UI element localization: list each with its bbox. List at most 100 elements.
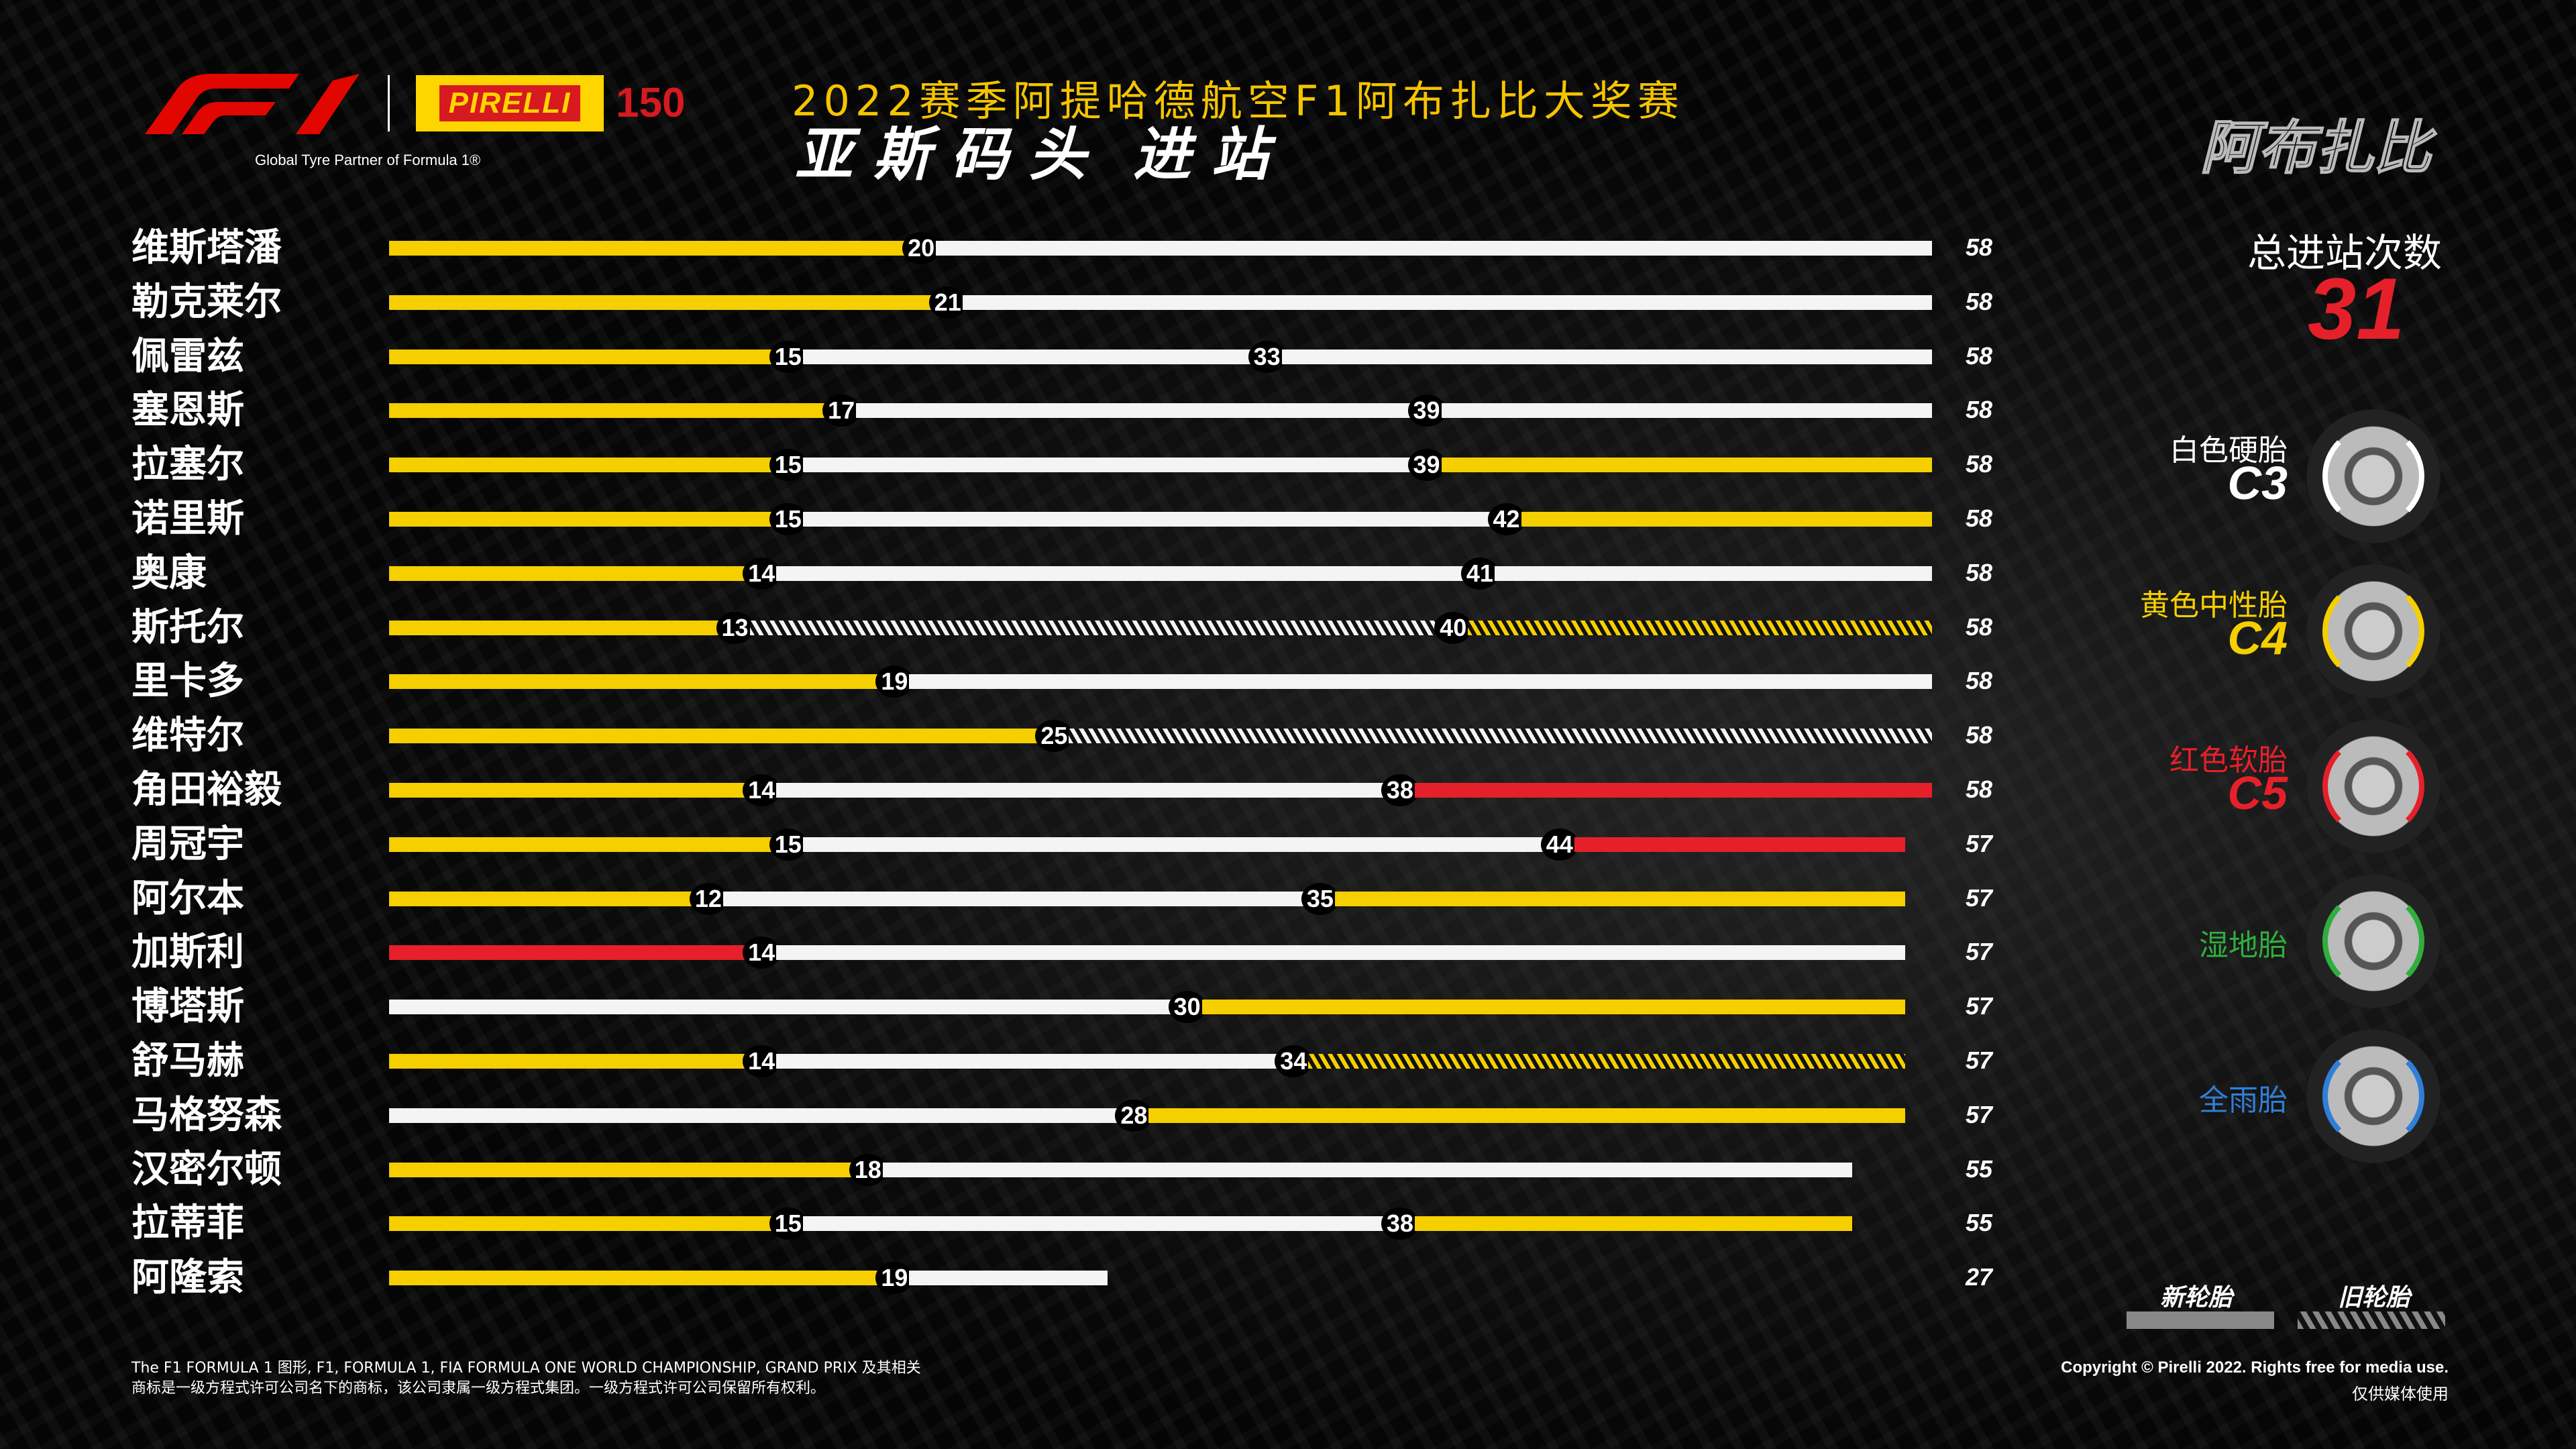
- stint-bar: [1414, 783, 1932, 798]
- pit-lap-label: 14: [743, 936, 781, 969]
- pit-lap-label: 25: [1035, 720, 1073, 753]
- circuit-name: 亚斯码头: [795, 121, 1106, 189]
- tyre-icon: [2306, 564, 2440, 698]
- finish-lap-label: 27: [1966, 1263, 1993, 1291]
- pirelli-logo: PIRELLI: [416, 75, 604, 131]
- stint-bar: [856, 403, 1412, 419]
- stint-bar: [1414, 1216, 1853, 1232]
- stint-bar: [389, 1108, 1120, 1123]
- tyre-color-band: [2322, 1045, 2424, 1147]
- tyre-name: 白色硬胎: [2169, 433, 2288, 468]
- pit-lap-label: 15: [769, 1208, 807, 1240]
- pit-lap-label: 40: [1434, 611, 1472, 644]
- driver-name: 角田裕毅: [131, 768, 282, 812]
- finish-lap-label: 58: [1966, 450, 1993, 478]
- stint-bar: [389, 403, 827, 419]
- stint-bar: [389, 1271, 880, 1286]
- partner-tagline: Global Tyre Partner of Formula 1®: [255, 152, 481, 168]
- pit-lap-label: 14: [743, 774, 781, 806]
- tyre-name: 黄色中性胎: [2140, 588, 2288, 623]
- finish-lap-label: 58: [1966, 667, 1993, 695]
- finish-lap-label: 55: [1966, 1209, 1993, 1237]
- driver-name: 维斯塔潘: [131, 226, 282, 270]
- f1-logo: [145, 74, 360, 134]
- stint-bar: [389, 458, 773, 473]
- driver-name: 周冠宇: [131, 822, 244, 866]
- tyre-compound-code: C5: [2227, 767, 2288, 819]
- 150-years-logo: 150: [616, 80, 686, 126]
- finish-lap-label: 58: [1966, 287, 1993, 315]
- logo-divider: [388, 75, 390, 131]
- driver-name: 勒克莱尔: [131, 280, 282, 324]
- pit-lap-label: 38: [1381, 1208, 1419, 1240]
- finish-lap-label: 57: [1966, 938, 1993, 966]
- stint-bar: [389, 512, 773, 527]
- total-stops-value: 31: [2308, 260, 2405, 358]
- stint-bar: [776, 1054, 1279, 1069]
- stint-bar: [1441, 458, 1932, 473]
- stint-bar: [389, 837, 773, 852]
- pit-lap-label: 42: [1487, 503, 1525, 535]
- tyre-compound-code: C4: [2227, 612, 2288, 664]
- pit-lap-label: 18: [849, 1153, 887, 1186]
- stint-bar: [389, 1216, 773, 1232]
- driver-name: 斯托尔: [131, 605, 244, 649]
- stint-bar: [1281, 349, 1932, 364]
- tyre-compound-code: C3: [2227, 457, 2288, 509]
- finish-lap-label: 55: [1966, 1155, 1993, 1183]
- trademark-line-2: 商标是一级方程式许可公司名下的商标，该公司隶属一级方程式集团。一级方程式许可公司…: [131, 1380, 826, 1397]
- finish-lap-label: 58: [1966, 612, 1993, 641]
- stint-bar: [1148, 1108, 1906, 1123]
- pit-lap-label: 12: [689, 882, 727, 915]
- stint-bar: [936, 241, 1932, 256]
- stint-bar: [1468, 620, 1932, 635]
- stint-bar: [389, 1162, 853, 1177]
- stint-bar: [389, 241, 907, 256]
- stint-bar: [802, 349, 1252, 364]
- trademark-notice: The F1 FORMULA 1 图形, F1, FORMULA 1, FIA …: [131, 1358, 921, 1399]
- trademark-line-1: The F1 FORMULA 1 图形, F1, FORMULA 1, FIA …: [131, 1360, 921, 1377]
- driver-name: 拉蒂菲: [131, 1201, 244, 1246]
- tyre-icon: [2306, 1029, 2440, 1163]
- driver-name: 加斯利: [131, 930, 244, 975]
- pit-lap-label: 14: [743, 1045, 781, 1077]
- pit-lap-label: 15: [769, 503, 807, 535]
- stint-bar: [776, 566, 1465, 581]
- driver-name: 阿隆索: [131, 1256, 244, 1300]
- stint-bar: [1574, 837, 1906, 852]
- finish-lap-label: 58: [1966, 396, 1993, 424]
- stint-bar: [749, 620, 1439, 635]
- stint-bar: [389, 1054, 747, 1069]
- driver-name: 维特尔: [131, 714, 244, 758]
- driver-name: 奥康: [131, 551, 207, 595]
- pit-lap-label: 17: [822, 394, 861, 427]
- finish-lap-label: 58: [1966, 721, 1993, 749]
- pit-lap-label: 28: [1115, 1099, 1153, 1132]
- stint-bar: [1201, 1000, 1906, 1015]
- tyre-icon: [2306, 409, 2440, 543]
- pit-lap-label: 39: [1407, 449, 1446, 482]
- stint-bar: [776, 945, 1906, 961]
- finish-lap-label: 57: [1966, 829, 1993, 857]
- tyre-icon: [2306, 719, 2440, 853]
- finish-lap-label: 57: [1966, 1046, 1993, 1074]
- finish-lap-label: 58: [1966, 775, 1993, 803]
- legend-used-swatch: [2298, 1311, 2445, 1329]
- tyre-color-band: [2322, 425, 2424, 527]
- finish-lap-label: 58: [1966, 341, 1993, 370]
- race-title: 2022赛季阿提哈德航空F1阿布扎比大奖赛: [792, 76, 1684, 125]
- stint-bar: [389, 674, 880, 690]
- driver-name: 舒马赫: [131, 1039, 244, 1083]
- media-use-note: 仅供媒体使用: [2352, 1385, 2449, 1403]
- copyright: Copyright © Pirelli 2022. Rights free fo…: [2061, 1358, 2449, 1377]
- stint-bar: [909, 1271, 1108, 1286]
- stint-bar: [1521, 512, 1932, 527]
- driver-name: 拉塞尔: [131, 443, 244, 487]
- chart-title: 亚斯码头 进站: [795, 107, 1289, 191]
- driver-name: 佩雷兹: [131, 334, 244, 378]
- finish-lap-label: 58: [1966, 233, 1993, 261]
- legend-new-swatch: [2127, 1311, 2274, 1329]
- finish-lap-label: 58: [1966, 504, 1993, 532]
- stint-bar: [389, 620, 720, 635]
